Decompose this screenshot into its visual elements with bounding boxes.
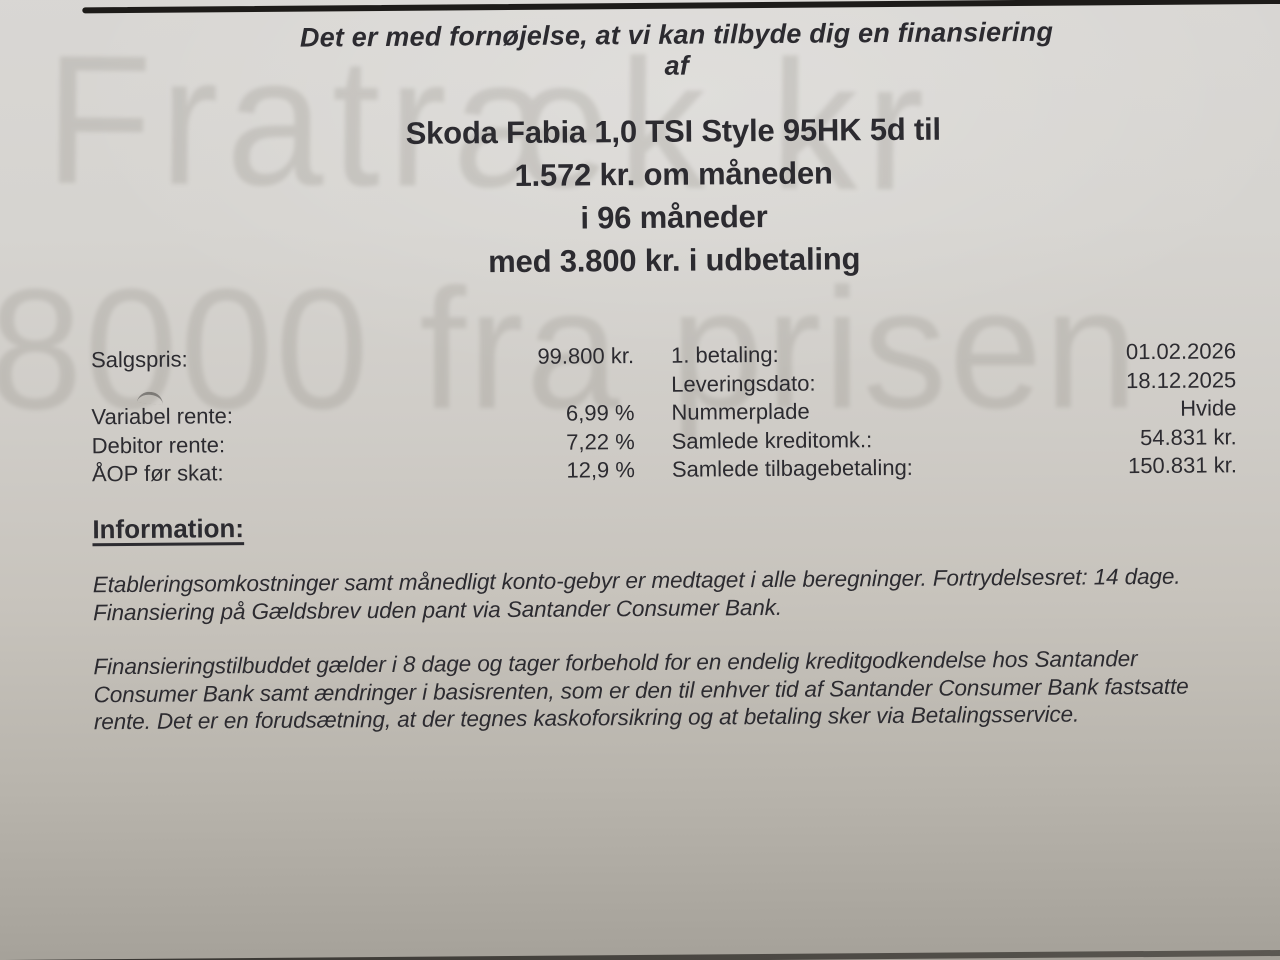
detail-value: 99.800 kr. — [537, 343, 635, 369]
detail-label: 1. betaling: — [670, 341, 779, 368]
page-bottom-border-line — [0, 949, 1280, 960]
detail-value — [401, 371, 634, 401]
detail-label: Leveringsdato: — [671, 370, 816, 397]
detail-label: Variabel rente: — [91, 403, 234, 430]
information-paragraph-1: Etableringsomkostninger samt månedligt k… — [93, 562, 1248, 626]
detail-value: 54.831 kr. — [1139, 424, 1237, 450]
detail-label: Debitor rente: — [91, 432, 226, 459]
column-gap — [634, 399, 671, 428]
detail-value: 7,22 % — [566, 428, 635, 455]
intro-line: Det er med fornøjelse, at vi kan tilbyde… — [299, 16, 1054, 81]
information-heading: Information: — [92, 513, 245, 545]
detail-value: 18.12.2025 — [1126, 366, 1237, 393]
column-gap — [635, 456, 672, 485]
detail-label: Salgspris: — [90, 346, 188, 373]
offer-title-block: Skoda Fabia 1,0 TSI Style 95HK 5d til 1.… — [267, 107, 1080, 285]
detail-value: 12,9 % — [566, 457, 636, 483]
offer-title-line-term: i 96 måneder — [580, 198, 768, 236]
detail-value: Hvide — [1180, 395, 1237, 421]
detail-value: 01.02.2026 — [1125, 338, 1237, 365]
detail-label: Nummerplade — [671, 398, 810, 425]
page-top-border-line — [82, 0, 1280, 14]
column-gap — [634, 342, 671, 371]
detail-value: 150.831 kr. — [1127, 452, 1238, 479]
finance-details-table: Salgspris: 99.800 kr. 1. betaling: 01.02… — [91, 337, 1237, 489]
offer-title-line-vehicle: Skoda Fabia 1,0 TSI Style 95HK 5d til — [405, 111, 942, 151]
column-gap — [635, 428, 672, 457]
offer-title-line-monthly-payment: 1.572 kr. om måneden — [514, 155, 833, 193]
detail-label: ÅOP før skat: — [91, 460, 224, 487]
column-gap — [634, 370, 671, 399]
detail-label: Samlede kreditomk.: — [671, 426, 873, 454]
information-paragraph-2: Finansieringstilbuddet gælder i 8 dage o… — [93, 644, 1249, 736]
offer-title-line-downpayment: med 3.800 kr. i udbetaling — [488, 241, 861, 280]
detail-label: Samlede tilbagebetaling: — [671, 455, 913, 483]
detail-value: 6,99 % — [565, 400, 635, 426]
